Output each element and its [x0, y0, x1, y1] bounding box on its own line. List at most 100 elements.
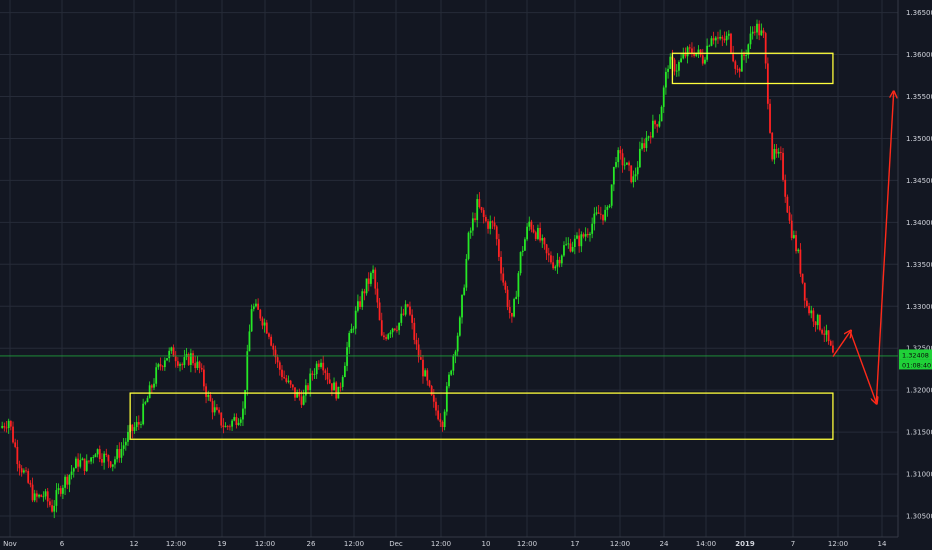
- candle-down: [432, 395, 435, 402]
- y-tick-label: 1.32000: [906, 387, 932, 395]
- candle-up: [517, 273, 520, 297]
- candle-up: [625, 162, 628, 165]
- candle-down: [428, 380, 431, 386]
- candle-down: [367, 278, 370, 284]
- candle-up: [350, 328, 353, 334]
- candle-up: [116, 449, 119, 460]
- candle-down: [406, 304, 409, 307]
- candle-down: [480, 207, 483, 211]
- candle-up: [250, 309, 253, 332]
- candle-up: [519, 252, 522, 274]
- candle-up: [448, 374, 450, 387]
- candle-down: [216, 407, 218, 410]
- candle-up: [704, 59, 706, 64]
- candle-up: [233, 417, 236, 421]
- candle-down: [268, 333, 270, 337]
- candle-down: [222, 425, 225, 428]
- candle-up: [7, 420, 10, 428]
- candle-up: [617, 150, 620, 163]
- candle-up: [725, 35, 728, 41]
- candle-up: [680, 58, 682, 63]
- candle-down: [66, 476, 69, 485]
- candle-up: [589, 233, 591, 236]
- candle-up: [302, 395, 305, 405]
- x-tick-label: 12:00: [610, 540, 630, 548]
- candle-up: [719, 36, 722, 39]
- candle-down: [738, 68, 741, 72]
- candle-up: [521, 250, 524, 253]
- candle-up: [68, 474, 71, 485]
- candle-up: [513, 299, 515, 317]
- x-tick-label: 24: [660, 540, 669, 548]
- candle-up: [623, 164, 626, 166]
- candle-up: [354, 310, 357, 329]
- candle-up: [686, 47, 689, 57]
- candle-up: [320, 362, 322, 367]
- candle-down: [812, 310, 815, 322]
- candle-down: [31, 484, 34, 501]
- candle-up: [606, 206, 609, 210]
- candle-down: [832, 345, 834, 353]
- candle-down: [396, 330, 398, 331]
- candle-up: [103, 453, 106, 463]
- candle-down: [511, 313, 513, 317]
- candle-up: [489, 221, 492, 229]
- candle-up: [207, 394, 210, 397]
- candle-down: [730, 33, 732, 53]
- candle-up: [90, 457, 93, 462]
- x-tick-label: 12:00: [431, 540, 451, 548]
- candle-down: [803, 282, 806, 301]
- candle-up: [287, 380, 290, 382]
- candle-up: [565, 244, 568, 246]
- candle-up: [632, 176, 635, 183]
- candle-down: [790, 220, 793, 238]
- candle-down: [819, 314, 821, 330]
- candle-down: [758, 23, 761, 36]
- candle-up: [651, 120, 654, 138]
- candle-down: [417, 344, 420, 358]
- candle-up: [595, 212, 598, 214]
- candle-down: [545, 244, 548, 254]
- candle-down: [532, 229, 535, 233]
- candle-down: [176, 361, 179, 366]
- candle-down: [194, 363, 197, 369]
- candle-up: [170, 347, 173, 351]
- candle-down: [322, 362, 325, 371]
- candle-up: [304, 385, 307, 396]
- x-tick-label: 10: [482, 540, 491, 548]
- candle-down: [202, 369, 205, 387]
- candle-up: [114, 459, 116, 465]
- candle-up: [55, 490, 58, 506]
- candle-down: [684, 53, 687, 57]
- candle-up: [593, 213, 596, 224]
- projection-arrow: [849, 331, 876, 402]
- candle-down: [229, 426, 231, 428]
- y-tick-label: 1.35000: [906, 135, 932, 143]
- candle-up: [120, 448, 123, 458]
- candle-up: [710, 38, 713, 46]
- candle-up: [155, 367, 158, 384]
- candle-up: [255, 303, 257, 307]
- candle-up: [576, 235, 578, 239]
- candle-down: [161, 366, 164, 368]
- candle-down: [435, 401, 437, 411]
- candle-up: [140, 424, 142, 426]
- candle-down: [497, 239, 500, 257]
- candle-up: [751, 31, 754, 34]
- candle-down: [363, 291, 366, 294]
- x-tick-label: 14:00: [696, 540, 716, 548]
- candle-up: [313, 374, 316, 375]
- candle-up: [580, 234, 583, 247]
- candle-up: [745, 55, 748, 56]
- candle-down: [502, 273, 505, 283]
- x-tick-label: 12:00: [828, 540, 848, 548]
- candle-up: [75, 458, 77, 469]
- x-tick-label: 12:00: [344, 540, 364, 548]
- candle-up: [584, 233, 587, 237]
- candle-down: [743, 54, 745, 56]
- candle-down: [105, 453, 108, 456]
- candle-down: [278, 362, 281, 370]
- candle-down: [495, 226, 498, 240]
